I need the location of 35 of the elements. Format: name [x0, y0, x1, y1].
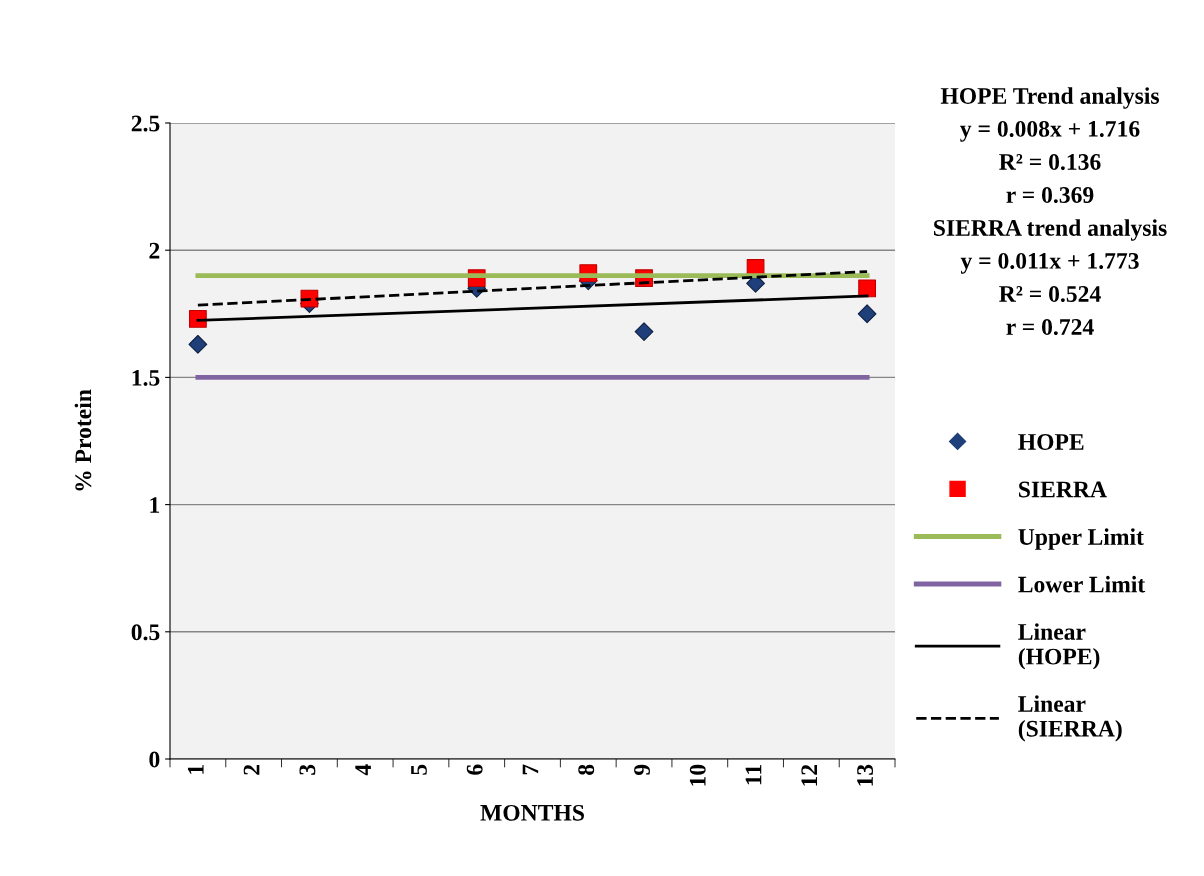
legend-label: SIERRA	[1019, 481, 1107, 498]
legend-label: Lower Limit	[1018, 575, 1146, 593]
text: r = 0.369	[1006, 186, 1094, 204]
text: HOPE Trend analysis	[940, 87, 1159, 109]
x-tick-label: 1	[187, 765, 204, 774]
y-axis-title: % Protein	[74, 389, 92, 491]
x-tick-label: 3	[299, 764, 316, 775]
y-tick-label: 0.5	[131, 624, 160, 641]
y-tick-label: 1	[150, 497, 160, 513]
text: SIERRA trend analysis	[934, 219, 1167, 241]
y-tick-label: 0	[149, 751, 160, 768]
x-tick-label: 10	[689, 764, 706, 786]
x-tick-label: 8	[578, 764, 595, 775]
legend-label: Linear (SIERRA)	[1018, 695, 1122, 742]
y-tick-label: 2	[149, 242, 160, 259]
x-tick-label: 9	[634, 764, 650, 776]
x-tick-label: 6	[466, 764, 483, 775]
x-tick-label: 7	[522, 764, 539, 775]
y-tick-label: 2.5	[131, 115, 160, 132]
x-tick-label: 5	[411, 764, 427, 775]
text: r = 0.724	[1006, 318, 1094, 336]
x-tick-label: 12	[801, 764, 818, 786]
x-tick-label: 4	[355, 764, 371, 776]
legend-label: Linear (HOPE)	[1018, 623, 1100, 670]
legend-label: HOPE	[1018, 434, 1084, 450]
text: R² = 0.524	[999, 285, 1101, 303]
x-axis-title: MONTHS	[480, 804, 584, 821]
text: y = 0.008x + 1.716	[960, 120, 1140, 142]
x-tick-label: 2	[243, 764, 260, 775]
text: R² = 0.136	[999, 153, 1101, 171]
x-tick-label: 13	[857, 764, 874, 786]
text: y = 0.011x + 1.773	[960, 252, 1139, 274]
y-tick-label: 1.5	[132, 370, 160, 386]
legend-label: Upper Limit	[1018, 528, 1144, 550]
x-tick-label: 11	[745, 765, 762, 785]
